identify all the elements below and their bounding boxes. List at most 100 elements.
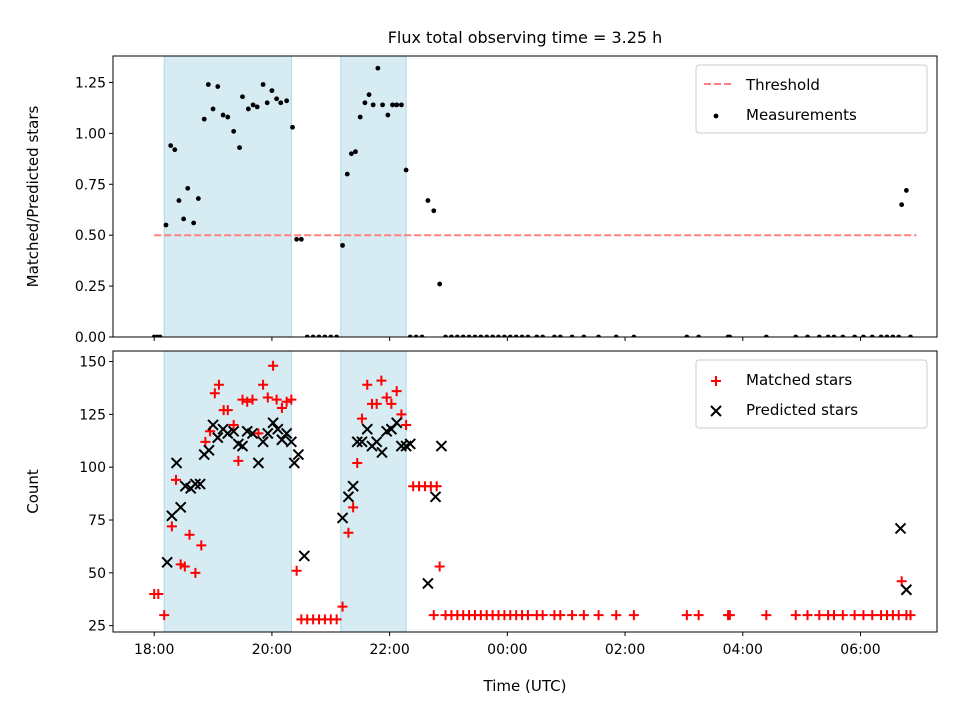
data-point [207,419,219,431]
data-point [357,114,363,120]
data-point [189,478,202,490]
data-point [814,610,825,621]
data-point [340,242,345,248]
data-point [161,556,173,568]
data-point [894,522,907,535]
top-panel: 0.00 0.25 0.50 0.75 1.00 1.25 Matched/Predicte… [24,55,938,346]
data-point [366,92,372,98]
data-point [262,392,273,403]
data-point [267,417,279,429]
data-point [274,96,280,102]
data-point [166,521,177,532]
data-point [286,394,297,405]
data-point [370,436,383,448]
series-predicted-stars [161,417,913,596]
data-point [215,84,221,89]
data-point [281,396,292,407]
legend-box [695,64,928,134]
y-tick-label: 25 [88,619,106,635]
data-point [878,334,884,337]
data-point [802,610,813,621]
data-point [825,334,831,337]
data-point [205,82,211,87]
data-point [684,334,690,337]
data-point [449,334,454,337]
data-point [290,124,295,130]
data-point [210,106,216,112]
series-matched-stars [149,360,916,625]
x-tick-label: 18:00 [134,642,174,658]
data-point [271,394,282,405]
data-point [596,334,601,337]
data-point [534,334,540,337]
data-point [212,431,224,444]
data-point [390,417,403,429]
data-point [380,102,385,108]
data-point [276,434,288,446]
data-point [376,375,387,386]
data-point [567,610,578,621]
data-point [840,334,846,337]
data-point [278,100,284,106]
data-point [170,457,183,469]
data-point [428,610,439,621]
y-tick-label: 0.00 [75,330,106,346]
data-point [905,610,916,621]
data-point [437,281,443,287]
data-point [460,334,466,337]
data-point [166,510,178,522]
data-point [181,216,187,222]
data-point [404,438,416,450]
y-tick-label: 150 [79,355,106,371]
data-point [184,529,195,540]
data-point [849,610,860,621]
data-point [337,601,348,612]
data-point [434,561,445,572]
data-point [375,65,381,71]
data-point [613,334,619,337]
data-point [867,610,878,621]
data-point [435,440,448,452]
data-point [343,527,354,538]
data-point [425,198,431,203]
data-point [225,114,231,120]
data-point [292,448,305,461]
data-point [356,436,368,448]
data-point [429,491,442,503]
data-point [522,610,533,621]
data-point [185,185,191,191]
data-point [285,436,298,448]
data-point [233,455,244,466]
x-tick-label: 02:00 [605,642,645,658]
data-point [628,610,639,621]
data-point [593,610,604,621]
data-point [454,334,460,337]
data-point [269,88,275,94]
data-point [394,102,400,108]
x-tick-label: 22:00 [369,642,409,658]
data-point [258,379,269,390]
data-point [157,334,163,337]
axes-frame [112,350,938,633]
data-point [264,100,270,106]
legend-box [695,359,928,429]
data-point [250,102,256,108]
data-point [724,610,735,621]
data-point [201,116,207,122]
x-tick-label: 06:00 [840,642,880,658]
data-point [422,577,434,590]
data-point [390,102,395,108]
y-axis-label: Matched/Predicted stars [24,106,42,288]
data-point [466,334,472,337]
data-point [362,379,373,390]
data-point [852,334,857,337]
data-point [190,567,201,578]
data-point [696,334,702,337]
data-point [761,610,772,621]
data-point [899,202,905,208]
data-point [272,423,284,435]
data-point [179,561,190,572]
data-point [829,610,839,621]
data-point [861,334,866,337]
data-point [443,334,448,337]
